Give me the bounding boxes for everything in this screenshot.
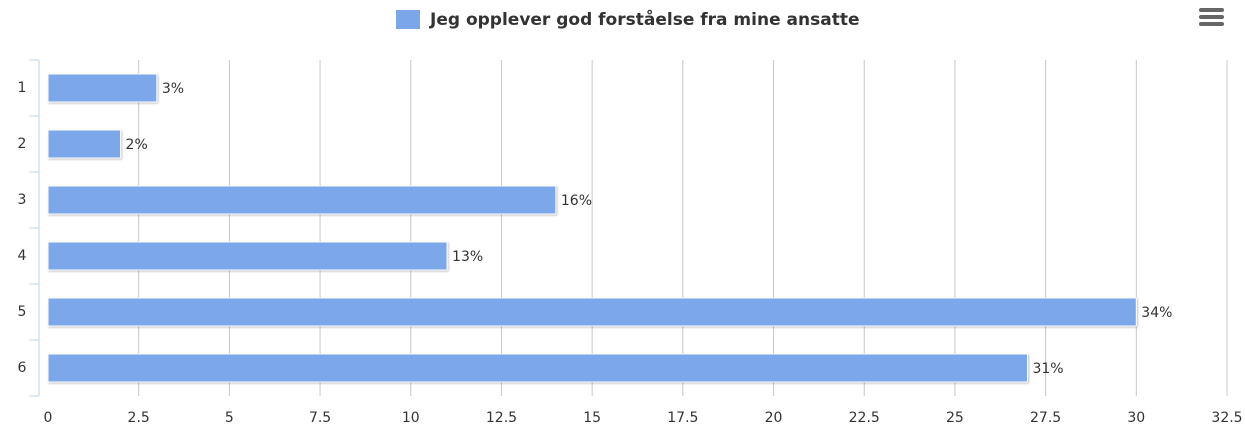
data-label: 13% [452, 249, 483, 265]
y-tick-label: 2 [18, 136, 27, 152]
menu-bar [1199, 22, 1224, 26]
data-label: 16% [561, 193, 592, 209]
x-tick-label: 2.5 [128, 410, 150, 426]
bar [47, 297, 1137, 327]
x-tick-label: 12.5 [486, 410, 517, 426]
data-label: 31% [1032, 361, 1063, 377]
x-tick-label: 10 [402, 410, 420, 426]
bar [47, 73, 158, 103]
x-tick-label: 7.5 [309, 410, 331, 426]
bar [47, 353, 1028, 383]
x-tick-label: 20 [765, 410, 783, 426]
x-tick-label: 25 [946, 410, 964, 426]
y-tick-label: 6 [18, 360, 27, 376]
data-label: 34% [1141, 305, 1172, 321]
x-tick-label: 27.5 [1030, 410, 1061, 426]
menu-button[interactable] [1199, 8, 1224, 26]
y-tick-label: 3 [18, 192, 27, 208]
data-label: 2% [126, 137, 148, 153]
bar [47, 185, 557, 215]
legend-label: Jeg opplever god forståelse fra mine ans… [429, 8, 859, 30]
x-tick-label: 17.5 [667, 410, 698, 426]
y-tick-label: 1 [18, 80, 27, 96]
x-tick-label: 5 [225, 410, 234, 426]
y-tick-label: 5 [18, 304, 27, 320]
x-tick-label: 30 [1127, 410, 1145, 426]
data-label: 3% [162, 81, 184, 97]
bar [47, 129, 122, 159]
y-tick-label: 4 [18, 248, 27, 264]
menu-bar [1199, 8, 1224, 12]
x-tick-label: 22.5 [849, 410, 880, 426]
x-tick-label: 32.5 [1211, 410, 1242, 426]
x-tick-label: 15 [583, 410, 601, 426]
bar [47, 241, 448, 271]
legend-item[interactable]: Jeg opplever god forståelse fra mine ans… [396, 8, 859, 30]
x-tick-label: 0 [44, 410, 53, 426]
menu-bar [1199, 15, 1224, 19]
legend-swatch [396, 10, 420, 29]
